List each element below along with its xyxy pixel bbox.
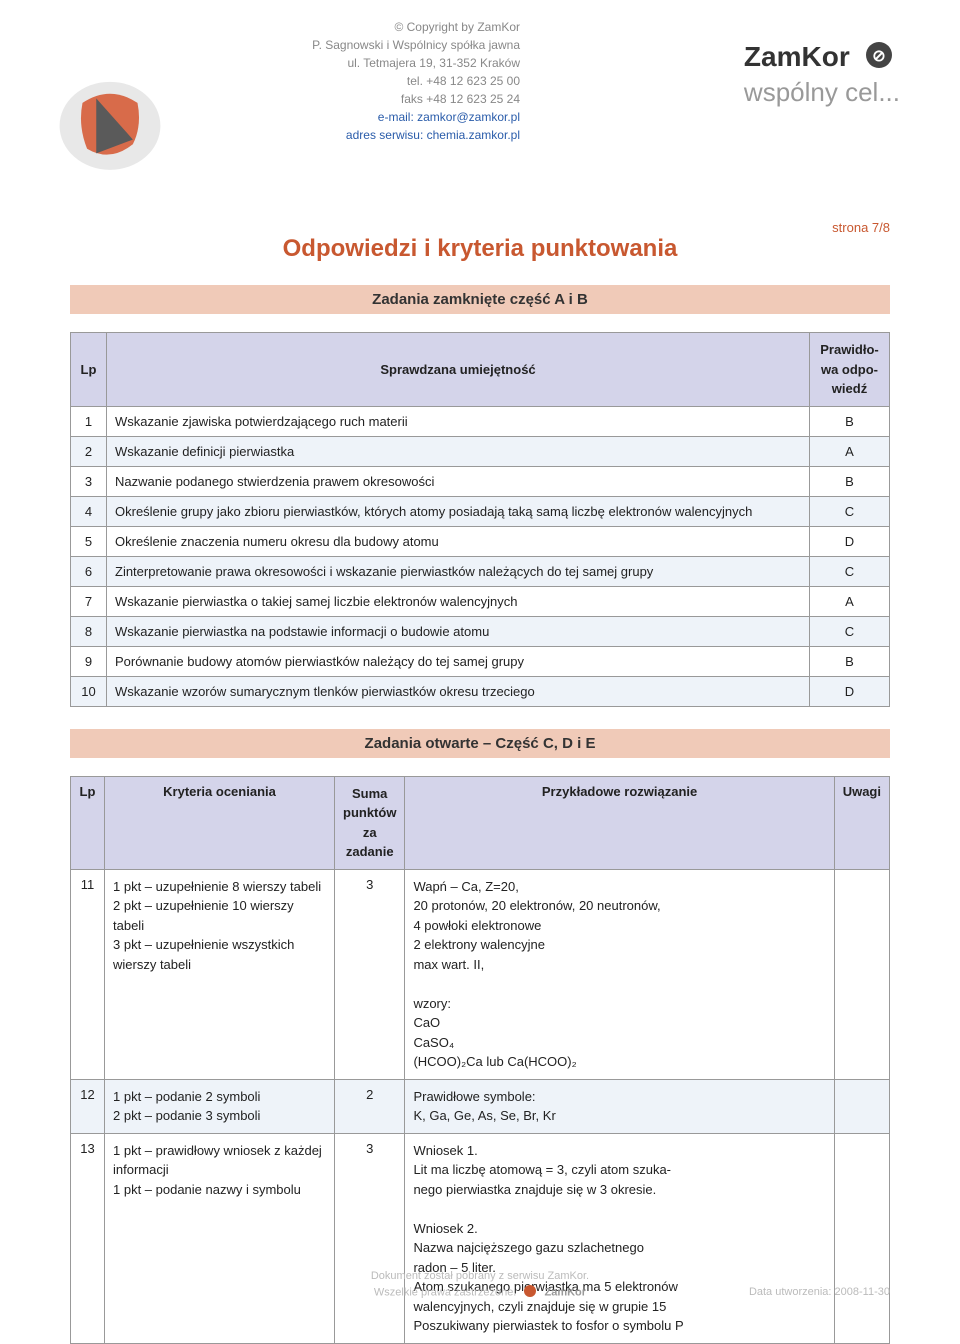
cell-notes bbox=[834, 869, 889, 1079]
cell-answer: B bbox=[810, 466, 890, 496]
cell-answer: A bbox=[810, 436, 890, 466]
table-row: 8Wskazanie pierwiastka na podstawie info… bbox=[71, 616, 890, 646]
cell-lp: 10 bbox=[71, 676, 107, 706]
cell-criteria: 1 pkt – uzupełnienie 8 wierszy tabeli 2 … bbox=[105, 869, 335, 1079]
cell-answer: A bbox=[810, 586, 890, 616]
table-row: 5Określenie znaczenia numeru okresu dla … bbox=[71, 526, 890, 556]
cell-answer: C bbox=[810, 496, 890, 526]
cell-notes bbox=[834, 1133, 889, 1343]
header: © Copyright by ZamKor P. Sagnowski i Wsp… bbox=[0, 0, 960, 180]
cell-answer: D bbox=[810, 676, 890, 706]
closed-questions-table: Lp Sprawdzana umiejętność Prawidło- wa o… bbox=[70, 332, 890, 707]
table-row: 7Wskazanie pierwiastka o takiej samej li… bbox=[71, 586, 890, 616]
th2-suma: Suma punktów za zadanie bbox=[335, 776, 405, 869]
cell-answer: D bbox=[810, 526, 890, 556]
cell-skill: Porównanie budowy atomów pierwiastków na… bbox=[107, 646, 810, 676]
site-line: adres serwisu: chemia.zamkor.pl bbox=[200, 126, 520, 144]
section-title-1: Zadania zamknięte część A i B bbox=[70, 285, 890, 314]
table-row: 6Zinterpretowanie prawa okresowości i ws… bbox=[71, 556, 890, 586]
th-skill: Sprawdzana umiejętność bbox=[107, 333, 810, 407]
cell-answer: B bbox=[810, 406, 890, 436]
cell-lp: 3 bbox=[71, 466, 107, 496]
footer-brand: ZamKor bbox=[545, 1286, 587, 1298]
cell-lp: 4 bbox=[71, 496, 107, 526]
cell-notes bbox=[834, 1079, 889, 1133]
cell-solution: Wapń – Ca, Z=20, 20 protonów, 20 elektro… bbox=[405, 869, 834, 1079]
brand-logo: ZamKor ⊘ wspólny cel... bbox=[744, 40, 900, 108]
cell-lp: 9 bbox=[71, 646, 107, 676]
open-questions-table: Lp Kryteria oceniania Suma punktów za za… bbox=[70, 776, 890, 1344]
cell-skill: Nazwanie podanego stwierdzenia prawem ok… bbox=[107, 466, 810, 496]
cell-lp: 12 bbox=[71, 1079, 105, 1133]
cell-solution: Wniosek 1. Lit ma liczbę atomową = 3, cz… bbox=[405, 1133, 834, 1343]
th2-lp: Lp bbox=[71, 776, 105, 869]
table-row: 9Porównanie budowy atomów pierwiastków n… bbox=[71, 646, 890, 676]
email-line: e-mail: zamkor@zamkor.pl bbox=[200, 108, 520, 126]
brand-tagline: wspólny cel... bbox=[744, 77, 900, 108]
table1-container: Lp Sprawdzana umiejętność Prawidło- wa o… bbox=[70, 332, 890, 707]
cell-skill: Wskazanie pierwiastka o takiej samej lic… bbox=[107, 586, 810, 616]
copyright-line-0: © Copyright by ZamKor bbox=[200, 18, 520, 36]
table-row: 3Nazwanie podanego stwierdzenia prawem o… bbox=[71, 466, 890, 496]
cell-answer: B bbox=[810, 646, 890, 676]
cell-lp: 8 bbox=[71, 616, 107, 646]
footer-brand-icon bbox=[523, 1284, 537, 1301]
table-row: 1Wskazanie zjawiska potwierdzającego ruc… bbox=[71, 406, 890, 436]
th2-uwagi: Uwagi bbox=[834, 776, 889, 869]
page-title: Odpowiedzi i kryteria punktowania bbox=[0, 235, 960, 263]
table-row: 10Wskazanie wzorów sumarycznym tlenków p… bbox=[71, 676, 890, 706]
copyright-line-2: ul. Tetmajera 19, 31-352 Kraków bbox=[200, 54, 520, 72]
footer-date: Data utworzenia: 2008-11-30 bbox=[749, 1286, 890, 1298]
cell-points: 3 bbox=[335, 1133, 405, 1343]
cell-skill: Zinterpretowanie prawa okresowości i wsk… bbox=[107, 556, 810, 586]
page-number: strona 7/8 bbox=[832, 220, 890, 235]
cell-skill: Określenie znaczenia numeru okresu dla b… bbox=[107, 526, 810, 556]
svg-text:⊘: ⊘ bbox=[872, 48, 885, 65]
cell-lp: 2 bbox=[71, 436, 107, 466]
copyright-line-4: faks +48 12 623 25 24 bbox=[200, 90, 520, 108]
th2-przyklad: Przykładowe rozwiązanie bbox=[405, 776, 834, 869]
cell-skill: Wskazanie pierwiastka na podstawie infor… bbox=[107, 616, 810, 646]
cell-skill: Określenie grupy jako zbioru pierwiastkó… bbox=[107, 496, 810, 526]
cell-criteria: 1 pkt – prawidłowy wniosek z każdej info… bbox=[105, 1133, 335, 1343]
table-row: 131 pkt – prawidłowy wniosek z każdej in… bbox=[71, 1133, 890, 1343]
table-row: 121 pkt – podanie 2 symboli 2 pkt – poda… bbox=[71, 1079, 890, 1133]
table-row: 4Określenie grupy jako zbioru pierwiastk… bbox=[71, 496, 890, 526]
cell-solution: Prawidłowe symbole: K, Ga, Ge, As, Se, B… bbox=[405, 1079, 834, 1133]
table-row: 111 pkt – uzupełnienie 8 wierszy tabeli … bbox=[71, 869, 890, 1079]
th-lp: Lp bbox=[71, 333, 107, 407]
cell-lp: 1 bbox=[71, 406, 107, 436]
cell-criteria: 1 pkt – podanie 2 symboli 2 pkt – podani… bbox=[105, 1079, 335, 1133]
cell-answer: C bbox=[810, 556, 890, 586]
cell-answer: C bbox=[810, 616, 890, 646]
cell-lp: 6 bbox=[71, 556, 107, 586]
th2-kryt: Kryteria oceniania bbox=[105, 776, 335, 869]
table-row: 2Wskazanie definicji pierwiastkaA bbox=[71, 436, 890, 466]
brand-icon: ⊘ bbox=[864, 40, 894, 77]
table2-container: Lp Kryteria oceniania Suma punktów za za… bbox=[70, 776, 890, 1344]
cell-points: 3 bbox=[335, 869, 405, 1079]
cell-lp: 13 bbox=[71, 1133, 105, 1343]
section-title-2: Zadania otwarte – Część C, D i E bbox=[70, 729, 890, 758]
th-answer: Prawidło- wa odpo- wiedź bbox=[810, 333, 890, 407]
cell-lp: 7 bbox=[71, 586, 107, 616]
copyright-line-3: tel. +48 12 623 25 00 bbox=[200, 72, 520, 90]
cell-skill: Wskazanie zjawiska potwierdzającego ruch… bbox=[107, 406, 810, 436]
cell-lp: 11 bbox=[71, 869, 105, 1079]
cell-points: 2 bbox=[335, 1079, 405, 1133]
cell-lp: 5 bbox=[71, 526, 107, 556]
copyright-line-1: P. Sagnowski i Wspólnicy spółka jawna bbox=[200, 36, 520, 54]
cell-skill: Wskazanie wzorów sumarycznym tlenków pie… bbox=[107, 676, 810, 706]
cell-skill: Wskazanie definicji pierwiastka bbox=[107, 436, 810, 466]
copyright-block: © Copyright by ZamKor P. Sagnowski i Wsp… bbox=[200, 18, 520, 144]
brand-name: ZamKor bbox=[744, 41, 850, 72]
publisher-logo bbox=[55, 80, 165, 180]
